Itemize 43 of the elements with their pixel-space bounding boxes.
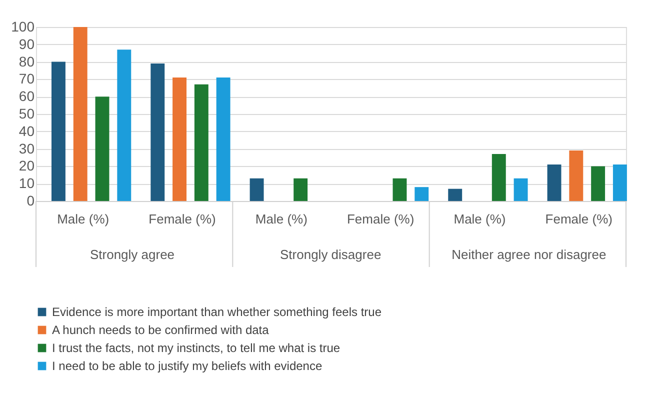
x-tick-label: Female (%)	[346, 212, 414, 226]
bar	[51, 62, 66, 201]
bar	[514, 178, 528, 201]
bar	[492, 154, 506, 201]
bar	[216, 77, 230, 201]
x-tick-label: Male (%)	[454, 212, 506, 226]
x-tick-label: Female (%)	[545, 212, 612, 226]
bar	[117, 50, 132, 201]
bar	[150, 64, 165, 201]
bar	[95, 96, 110, 201]
x-tick-label: Female (%)	[148, 212, 216, 226]
bar	[73, 27, 88, 201]
legend-label: Evidence is more important than whether something feels true	[52, 305, 382, 319]
y-tick-label: 30	[18, 140, 35, 156]
y-tick-label: 90	[18, 36, 35, 52]
y-tick-label: 20	[18, 158, 35, 174]
y-tick-label: 10	[18, 175, 35, 192]
bar	[250, 178, 264, 201]
y-tick-label: 70	[18, 70, 35, 87]
bar	[591, 166, 606, 201]
y-tick-label: 50	[18, 106, 35, 122]
bar	[612, 164, 627, 201]
y-tick-label: 100	[11, 18, 35, 34]
legend-label: A hunch needs to be confirmed with data	[52, 323, 270, 337]
y-tick-label: 80	[18, 53, 35, 70]
bar	[294, 178, 308, 201]
bar	[448, 188, 462, 201]
bar	[414, 187, 429, 201]
legend-label: I need to be able to justify my beliefs with evidence	[52, 359, 322, 373]
bar	[547, 164, 562, 201]
bar	[172, 77, 186, 201]
text: Strongly agree	[90, 247, 175, 262]
text: Strongly disagree	[280, 247, 382, 262]
y-tick-label: 40	[18, 122, 35, 139]
y-tick-label: 60	[18, 88, 35, 104]
x-tick-label: Male (%)	[57, 212, 110, 226]
bar	[569, 150, 584, 201]
x-tick-label: Male (%)	[255, 212, 308, 226]
bar	[392, 178, 407, 201]
text: Neither agree nor disagree	[452, 247, 606, 262]
legend-label: I trust the facts, not my instincts, to tell me what is true	[52, 341, 340, 355]
bar	[194, 84, 208, 201]
y-tick-label: 0	[26, 192, 35, 208]
